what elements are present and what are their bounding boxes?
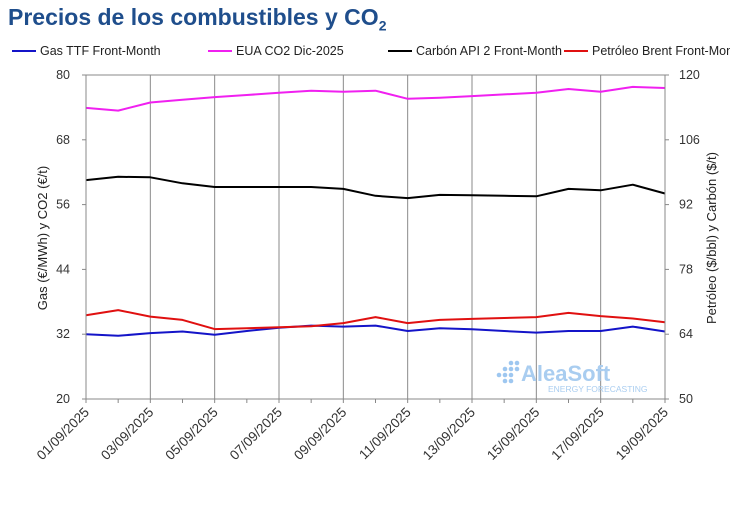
y-left-tick-label: 56 [56, 198, 70, 212]
y-axis-left-label: Gas (€/MWh) y CO2 (€/t) [35, 166, 50, 310]
y-left-tick-label: 80 [56, 68, 70, 82]
y-left-tick-label: 20 [56, 392, 70, 406]
y-left-tick-label: 68 [56, 133, 70, 147]
y-left-tick-label: 32 [56, 327, 70, 341]
legend-label: Petróleo Brent Front-Month [592, 44, 730, 58]
plot-border [85, 74, 666, 400]
legend-label: Gas TTF Front-Month [40, 44, 161, 58]
y-right-tick-label: 50 [679, 392, 693, 406]
aleasoft-watermark: AleaSoft ENERGY FORECASTING [496, 360, 648, 394]
series-line-carb-n-api-2-front-month [85, 175, 666, 200]
x-tick-label: 11/09/2025 [356, 405, 414, 463]
legend-item: EUA CO2 Dic-2025 [208, 44, 344, 58]
legend-item: Gas TTF Front-Month [12, 44, 161, 58]
title-subscript: 2 [378, 17, 387, 34]
legend: Gas TTF Front-Month EUA CO2 Dic-2025 Carbó… [12, 44, 730, 60]
grid-layer [149, 75, 602, 399]
aleasoft-logo-icon [496, 360, 520, 384]
legend-swatch [388, 50, 412, 52]
legend-item: Carbón API 2 Front-Month [388, 44, 562, 58]
axes-layer: 01/09/2025 03/09/2025 05/09/2025 07/09/2025… [34, 68, 700, 463]
series-line-eua-co2-dic-2025 [85, 85, 666, 112]
y-right-tick-label: 92 [679, 198, 693, 212]
legend-label: EUA CO2 Dic-2025 [236, 44, 344, 58]
x-tick-label: 07/09/2025 [227, 405, 285, 463]
x-tick-label: 09/09/2025 [291, 405, 349, 463]
y-right-tick-label: 120 [679, 68, 700, 82]
series-layer [85, 85, 666, 337]
x-tick-label: 05/09/2025 [162, 405, 220, 463]
chart-title: Precios de los combustibles y CO2 [8, 4, 387, 34]
legend-label: Carbón API 2 Front-Month [416, 44, 562, 58]
y-axis-right-label: Petróleo ($/bbl) y Carbón ($/t) [704, 152, 719, 324]
series-line-gas-ttf-front-month [85, 324, 666, 337]
x-tick-label: 19/09/2025 [613, 405, 671, 463]
legend-swatch [564, 50, 588, 52]
x-tick-label: 15/09/2025 [484, 405, 542, 463]
y-left-tick-label: 44 [56, 262, 70, 276]
y-right-tick-label: 106 [679, 133, 700, 147]
series-line-petr-leo-brent-front-month [85, 309, 666, 331]
x-tick-label: 13/09/2025 [420, 405, 478, 463]
watermark-tagline: ENERGY FORECASTING [548, 384, 648, 394]
x-tick-label: 03/09/2025 [98, 405, 156, 463]
x-tick-label: 01/09/2025 [34, 405, 92, 463]
y-right-tick-label: 78 [679, 262, 693, 276]
y-right-tick-label: 64 [679, 327, 693, 341]
legend-swatch [12, 50, 36, 52]
legend-item: Petróleo Brent Front-Month [564, 44, 730, 58]
legend-swatch [208, 50, 232, 52]
x-tick-label: 17/09/2025 [548, 405, 606, 463]
watermark-name: AleaSoft [521, 361, 611, 386]
